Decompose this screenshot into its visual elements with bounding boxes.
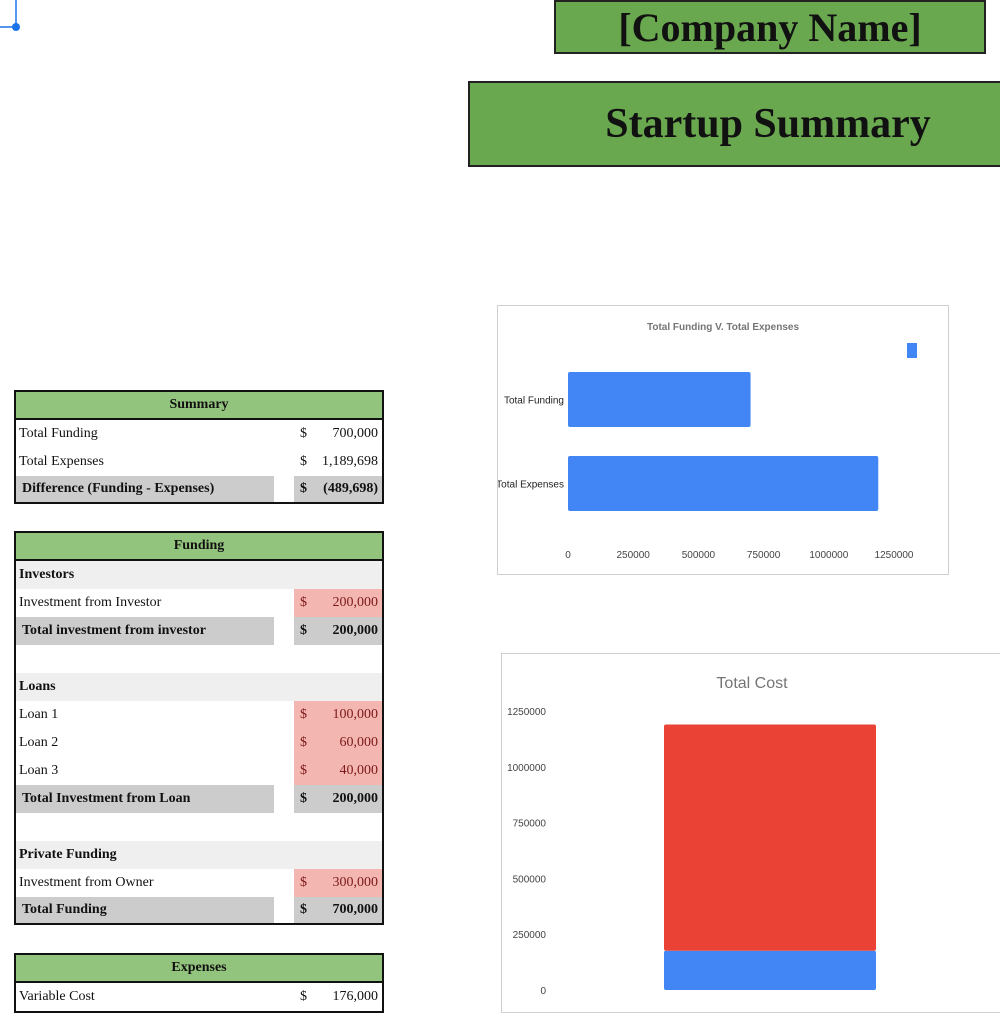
section-label: Investors <box>19 567 75 582</box>
row-label: Loan 3 <box>19 763 59 778</box>
input-value[interactable]: 100,000 <box>320 701 382 729</box>
row-label: Loan 2 <box>19 735 59 750</box>
row-label: Investment from Owner <box>19 875 154 890</box>
y-tick-label: 1000000 <box>507 763 546 774</box>
currency-symbol: $ <box>294 869 320 897</box>
category-label: Total Expenses <box>498 480 564 491</box>
funding-table: Funding Investors Investment from Invest… <box>14 531 384 925</box>
bar[interactable] <box>568 372 751 427</box>
row-value: 700,000 <box>320 897 382 923</box>
section-header: Private Funding <box>16 841 382 869</box>
summary-table-header: Summary <box>16 392 382 420</box>
row-label: Loan 1 <box>19 707 59 722</box>
y-tick-label: 0 <box>540 986 546 997</box>
table-row: Total investment from investor $ 200,000 <box>16 617 382 645</box>
funding-table-header: Funding <box>16 533 382 561</box>
currency-symbol: $ <box>294 701 320 729</box>
input-value[interactable]: 200,000 <box>320 589 382 617</box>
expenses-table: Expenses Variable Cost $ 176,000 <box>14 953 384 1013</box>
stacked-bar-segment[interactable] <box>664 950 876 990</box>
table-row: Total Expenses $ 1,189,698 <box>16 448 382 476</box>
company-name: [Company Name] <box>618 4 922 50</box>
x-tick-label: 750000 <box>747 550 781 561</box>
page-title: Startup Summary <box>605 101 931 147</box>
row-value: 700,000 <box>332 426 379 441</box>
x-tick-label: 0 <box>565 550 571 561</box>
table-row: Total Investment from Loan $ 200,000 <box>16 785 382 813</box>
selection-handle-icon[interactable] <box>0 0 20 40</box>
stacked-bar-segment[interactable] <box>664 724 876 951</box>
total-cost-chart[interactable]: Total Cost 0 250000 500000 750000 1000000 125… <box>501 653 1000 1013</box>
blank-row <box>16 813 382 841</box>
total-cost-svg: Total Cost 0 250000 500000 750000 1000000 125… <box>507 675 876 997</box>
summary-table: Summary Total Funding $ 700,000 Total Ex… <box>14 390 384 504</box>
row-label: Investment from Investor <box>19 595 162 610</box>
currency-symbol: $ <box>294 757 320 785</box>
table-row: Variable Cost $ 176,000 <box>16 983 382 1011</box>
input-value[interactable]: 60,000 <box>320 729 382 757</box>
currency-symbol: $ <box>294 785 320 813</box>
y-tick-label: 250000 <box>513 930 547 941</box>
table-row: Total Funding $ 700,000 <box>16 897 382 923</box>
currency-symbol: $ <box>300 454 307 469</box>
x-tick-label: 250000 <box>617 550 651 561</box>
y-tick-label: 500000 <box>513 874 547 885</box>
company-name-banner: [Company Name] <box>554 0 986 54</box>
blank-row <box>16 645 382 673</box>
table-row: Investment from Investor $ 200,000 <box>16 589 382 617</box>
x-tick-label: 500000 <box>682 550 716 561</box>
y-tick-label: 1250000 <box>507 707 546 718</box>
expenses-table-header: Expenses <box>16 955 382 983</box>
currency-symbol: $ <box>294 617 320 645</box>
bar[interactable] <box>568 456 879 511</box>
input-value[interactable]: 300,000 <box>320 869 382 897</box>
table-row: Difference (Funding - Expenses) $ (489,6… <box>16 476 382 502</box>
startup-summary-banner: Startup Summary <box>468 81 1000 167</box>
row-label: Total Funding <box>19 426 98 441</box>
legend-swatch <box>907 343 917 358</box>
row-label: Difference (Funding - Expenses) <box>16 476 274 502</box>
currency-symbol: $ <box>294 729 320 757</box>
row-label: Total Expenses <box>19 454 104 469</box>
category-label: Total Funding <box>504 396 564 407</box>
table-row: Total Funding $ 700,000 <box>16 420 382 448</box>
table-row: Loan 2 $ 60,000 <box>16 729 382 757</box>
row-value: 200,000 <box>320 617 382 645</box>
x-tick-label: 1000000 <box>809 550 848 561</box>
table-row: Loan 3 $ 40,000 <box>16 757 382 785</box>
input-value[interactable]: 40,000 <box>320 757 382 785</box>
chart-title: Total Funding V. Total Expenses <box>647 322 799 333</box>
currency-symbol: $ <box>300 426 307 441</box>
row-label: Total Investment from Loan <box>16 785 274 813</box>
section-header: Investors <box>16 561 382 589</box>
row-label: Total Funding <box>16 897 274 923</box>
row-label: Total investment from investor <box>16 617 274 645</box>
section-header: Loans <box>16 673 382 701</box>
currency-symbol: $ <box>300 989 307 1004</box>
row-label: Variable Cost <box>19 989 95 1004</box>
currency-symbol: $ <box>294 589 320 617</box>
row-value: 176,000 <box>332 989 379 1004</box>
funding-vs-expenses-chart[interactable]: Total Funding V. Total Expenses 0 250000 5… <box>496 305 949 575</box>
table-row: Loan 1 $ 100,000 <box>16 701 382 729</box>
section-label: Private Funding <box>19 847 117 862</box>
x-tick-label: 1250000 <box>875 550 914 561</box>
currency-symbol: $ <box>294 476 320 502</box>
section-label: Loans <box>19 679 56 694</box>
row-value: 1,189,698 <box>322 454 378 469</box>
currency-symbol: $ <box>294 897 320 923</box>
table-row: Investment from Owner $ 300,000 <box>16 869 382 897</box>
row-value: (489,698) <box>320 476 382 502</box>
row-value: 200,000 <box>320 785 382 813</box>
y-tick-label: 750000 <box>513 819 547 830</box>
funding-vs-expenses-svg: Total Funding V. Total Expenses 0 250000 5… <box>496 322 917 561</box>
chart-title: Total Cost <box>716 675 788 692</box>
